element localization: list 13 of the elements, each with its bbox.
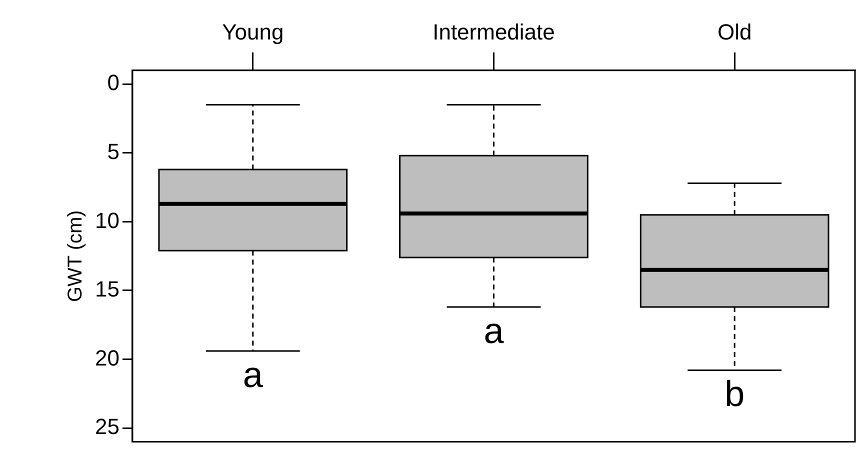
y-tick-label: 10 bbox=[94, 208, 120, 233]
x-tick-label: Old bbox=[717, 19, 752, 44]
y-tick-label: 20 bbox=[94, 345, 120, 370]
y-axis-title: GWT (cm) bbox=[64, 210, 87, 302]
y-tick-label: 0 bbox=[107, 70, 120, 96]
y-tick-label: 5 bbox=[107, 138, 120, 164]
annotation: a bbox=[242, 354, 264, 395]
x-tick-label: Young bbox=[222, 19, 284, 44]
x-tick-label: Intermediate bbox=[432, 19, 555, 44]
annotation: b bbox=[724, 373, 745, 414]
y-tick-label: 25 bbox=[94, 414, 120, 440]
annotation: a bbox=[484, 310, 505, 351]
y-tick-label: 15 bbox=[94, 276, 120, 302]
